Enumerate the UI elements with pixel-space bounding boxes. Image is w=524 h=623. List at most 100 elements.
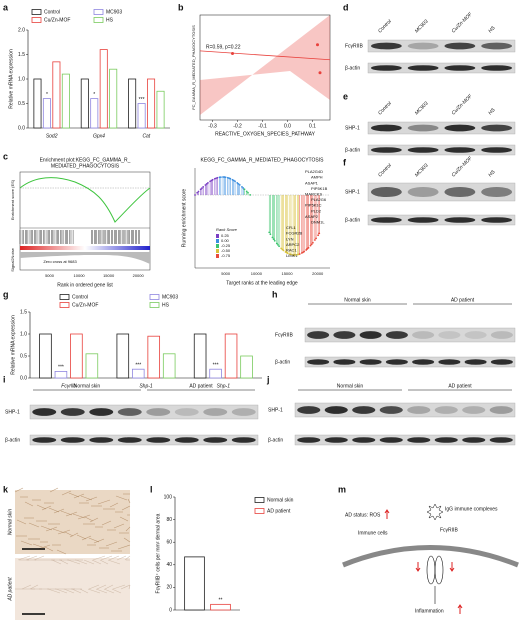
blot-band (407, 42, 439, 50)
legend-swatch (31, 17, 42, 23)
gene-label: AMPH (311, 175, 323, 180)
blot-band (174, 408, 199, 416)
panel-letter: c (3, 151, 8, 161)
fiber (67, 559, 81, 565)
blot-band (385, 359, 408, 365)
lollipop-head (277, 244, 279, 246)
blot-band (379, 437, 403, 443)
legend-label: Control (44, 9, 60, 15)
group-label: Normal skin (344, 297, 371, 303)
lollipop-head (199, 188, 202, 191)
x-tick-label: -0.2 (233, 123, 242, 129)
lollipop-head (222, 176, 224, 178)
fiber (116, 555, 127, 561)
lollipop-head (268, 231, 271, 234)
blot-band (89, 408, 114, 416)
blot-band (434, 437, 458, 443)
bar (61, 73, 70, 129)
panel-letter: e (343, 91, 348, 101)
gene-label: ARPC2 (286, 242, 300, 247)
column-label: Control (377, 18, 393, 34)
lollipop-head (310, 243, 313, 246)
rank-bar (20, 246, 150, 250)
blot-band (490, 359, 513, 365)
blot-band (438, 331, 461, 339)
bar (147, 78, 156, 129)
fiber (51, 559, 62, 565)
x-tick-label: 15000 (281, 271, 293, 276)
gsea-left: Enrichment plot:KEGG_FC_GAMMA_R_ MEDIATE… (10, 157, 151, 288)
fiber (56, 549, 67, 555)
legend-label: MC903 (162, 294, 178, 300)
y-label: Relative mRNA expression (8, 49, 14, 109)
group-label: Normal skin (74, 383, 101, 389)
legend-label: 0.00 (221, 238, 230, 243)
legend-swatch (216, 234, 219, 238)
lollipop-head (216, 176, 219, 179)
blot-band (407, 437, 431, 443)
fiber (21, 584, 32, 590)
zero-cross: Zero cross at 9683 (43, 259, 77, 264)
lollipop-head (204, 184, 207, 186)
fiber (24, 501, 34, 507)
legend-swatch (216, 254, 219, 258)
blot-band (444, 124, 476, 132)
gsea-title: MEDIATED_PHAGOCYTOSIS (51, 163, 120, 169)
fiber (95, 588, 108, 594)
blot-band (203, 437, 228, 443)
row-label: SHP-1 (345, 189, 360, 195)
lollipop-head (280, 247, 283, 250)
gsea-right: KEGG_FC_GAMMA_R_MEDIATED_PHAGOCYTOSIS Ta… (181, 157, 330, 286)
fiber (99, 559, 109, 565)
gsea-frame (19, 171, 151, 271)
blot-background (294, 402, 516, 418)
fiber (85, 496, 98, 502)
bar (54, 370, 68, 379)
fiber (44, 546, 54, 552)
legend-swatch (31, 9, 42, 15)
fiber (121, 505, 131, 511)
lollipop-head (242, 187, 245, 189)
fiber (119, 516, 129, 522)
blot-band (407, 147, 439, 153)
fiber (103, 588, 115, 594)
gene-label: CFL1 (286, 225, 297, 230)
fiber (33, 555, 45, 561)
panel-letter: d (343, 2, 349, 12)
receptor (426, 555, 436, 585)
fiber (109, 502, 119, 508)
legend-swatch (216, 249, 219, 253)
lollipop-head (197, 190, 200, 193)
row-label: β-actin (345, 147, 360, 153)
panel-letter: k (3, 484, 9, 494)
fiber (29, 584, 39, 590)
blot-band (462, 437, 486, 443)
blot-band (407, 406, 431, 414)
fiber (64, 531, 74, 537)
fiber (91, 559, 102, 565)
annotation: *** (135, 363, 141, 369)
blot-band (324, 406, 348, 414)
blot-band (307, 331, 330, 339)
blot-band (407, 186, 439, 198)
column-label: MC903 (414, 19, 430, 35)
gene-label: LYN (286, 236, 294, 241)
x-tick-label: Shp-1 (217, 383, 231, 389)
blot-band (444, 186, 476, 198)
blot-band (359, 331, 382, 339)
blot-band (489, 437, 513, 443)
fiber (120, 584, 131, 590)
fiber (75, 559, 88, 565)
fiber (87, 588, 101, 594)
legend-swatch (93, 9, 104, 15)
annotation: * (93, 92, 95, 98)
confidence-band (200, 15, 330, 115)
fiber (89, 517, 99, 523)
fiber (20, 540, 33, 546)
blot-band (481, 217, 513, 223)
fiber (41, 505, 52, 511)
fiber (59, 559, 69, 565)
lollipop-head (311, 241, 314, 244)
blot-band (444, 42, 476, 50)
